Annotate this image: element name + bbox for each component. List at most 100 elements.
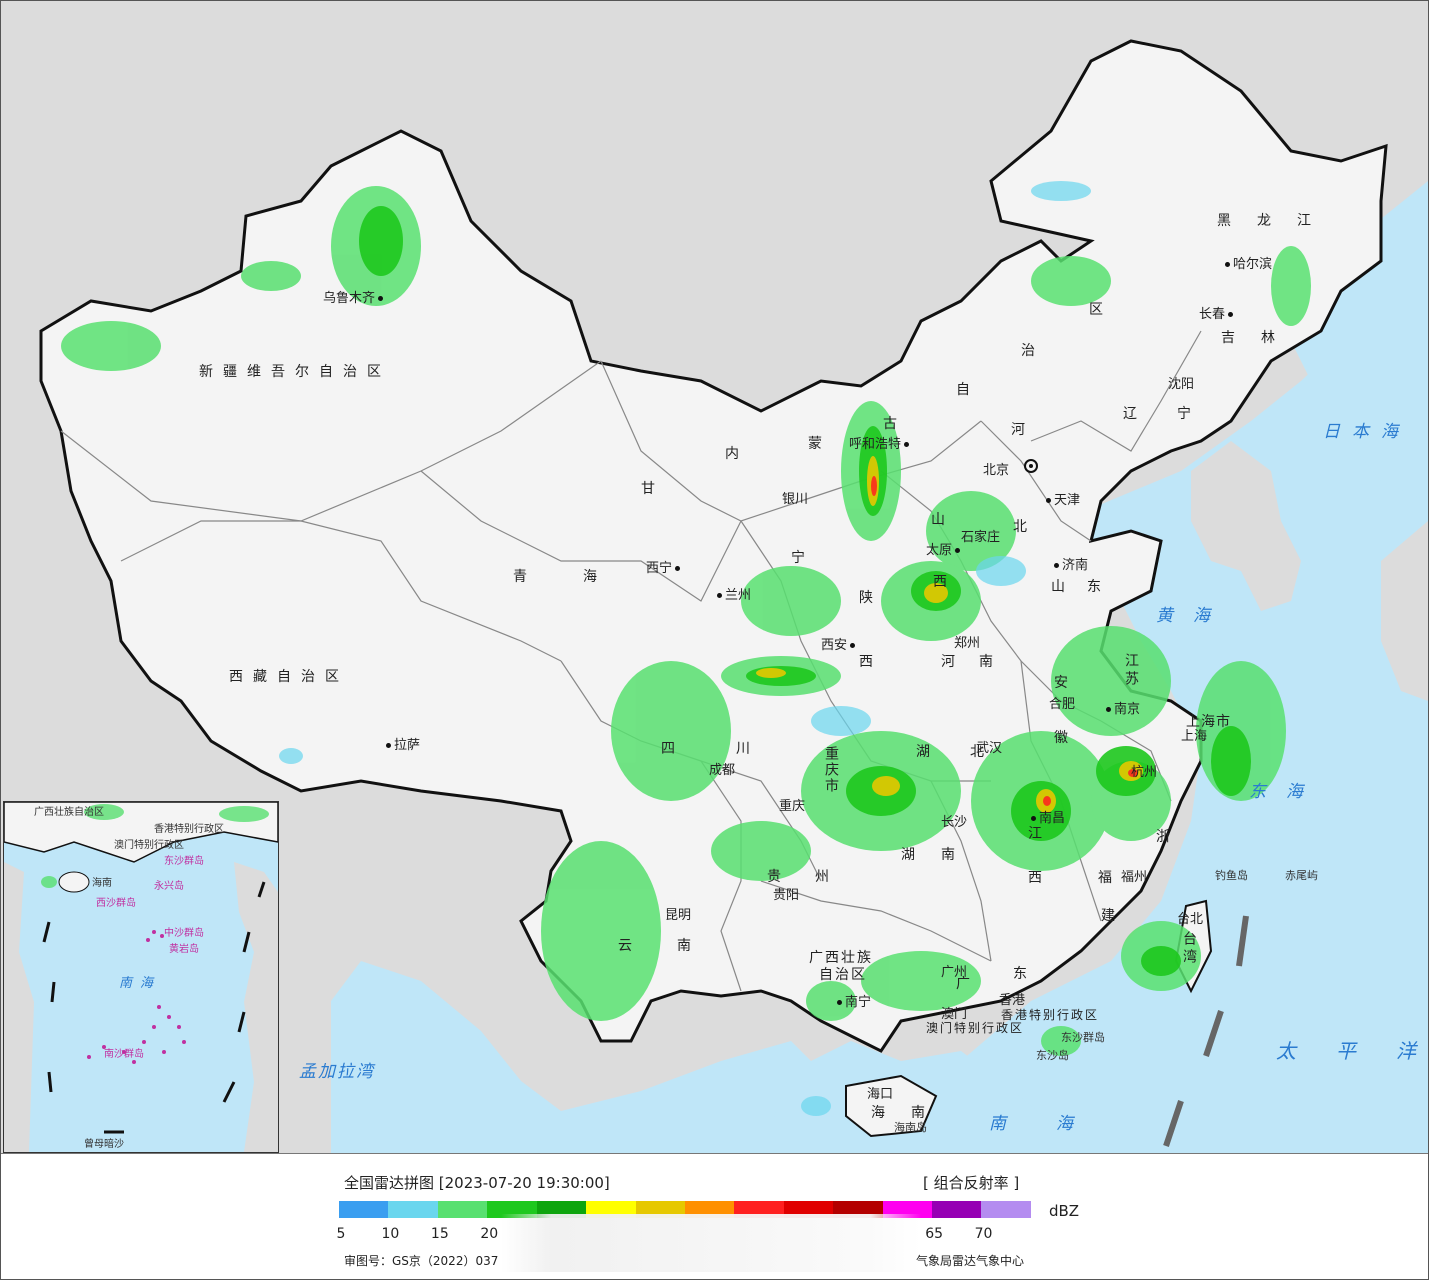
legend-product: [ 组合反射率 ] [923, 1174, 1020, 1192]
legend-swatch [635, 1201, 685, 1218]
city-nanjing: 南京 [1106, 698, 1140, 717]
label-jiangxi-2: 西 [1028, 870, 1052, 886]
label-sichuan-2: 川 [736, 741, 760, 757]
legend-colorbar [339, 1201, 1031, 1218]
island-dongsha-group: 东沙群岛 [1061, 1031, 1105, 1044]
sea-east: 东海 [1249, 782, 1323, 802]
inset-map [4, 802, 278, 1152]
label-jiangxi-1: 江 [1028, 826, 1052, 842]
label-shanxi-2: 西 [933, 574, 957, 590]
label-guangdong-2: 东 [1013, 966, 1037, 982]
label-ningxia: 宁 [791, 550, 815, 566]
legend-swatch [586, 1201, 636, 1218]
sea-bengal: 孟加拉湾 [299, 1062, 375, 1082]
island-diaoyu: 钓鱼岛 [1215, 869, 1248, 882]
island-dongsha: 东沙岛 [1036, 1049, 1069, 1062]
label-xizang: 西藏自治区 [229, 669, 349, 685]
inset-label-hainan: 海南 [92, 878, 112, 889]
label-neimeng-3: 古 [883, 416, 907, 432]
island-chiwei: 赤尾屿 [1285, 869, 1318, 882]
city-fuzhou: 福州 [1121, 870, 1148, 885]
city-xining: 西宁 [646, 557, 683, 576]
legend-swatch [882, 1201, 933, 1218]
city-hohhot: 呼和浩特 [849, 433, 912, 452]
legend-swatch [833, 1201, 883, 1218]
label-hunan-1: 湖 [901, 847, 925, 863]
label-guizhou: 贵州 [767, 869, 863, 885]
legend-swatch [981, 1201, 1031, 1218]
korea-land [1191, 441, 1301, 611]
east-sea-area [961, 261, 1428, 1153]
inset-label-yongxing: 永兴岛 [154, 881, 184, 892]
legend-title: 全国雷达拼图 [2023-07-20 19:30:00] [344, 1174, 610, 1192]
label-chongqing: 重庆市 [823, 746, 839, 794]
legend-tick-label: 20 [480, 1226, 499, 1242]
blurred-watermark [501, 1214, 921, 1272]
sea-south: 南海 [989, 1114, 1123, 1134]
legend-unit: dBZ [1049, 1202, 1080, 1220]
label-hebei-1: 河 [1011, 422, 1035, 438]
label-guangxi-1: 广西壮族 [809, 950, 873, 966]
city-taipei: 台北 [1177, 912, 1204, 927]
city-nanchang: 南昌 [1031, 807, 1065, 826]
label-henan: 河南 [941, 654, 1017, 670]
city-hefei: 合肥 [1049, 697, 1076, 712]
city-zhengzhou: 郑州 [954, 636, 981, 651]
sea-japan: 日本海 [1323, 422, 1410, 442]
city-guiyang: 贵阳 [773, 888, 800, 903]
label-hainan-2: 南 [911, 1105, 935, 1121]
label-jilin: 吉林 [1221, 330, 1301, 346]
legend-notice: 审图号：GS京（2022）037 [344, 1254, 499, 1268]
legend-swatch [339, 1201, 389, 1218]
label-fujian-1: 福 [1098, 870, 1122, 886]
city-xian: 西安 [821, 634, 858, 653]
label-yunnan-2: 南 [677, 938, 701, 954]
label-hk-sar: 香港特别行政区 [1001, 1008, 1100, 1022]
city-haikou: 海口 [867, 1087, 894, 1102]
inset-label-hk: 香港特别行政区 [154, 824, 224, 835]
city-yinchuan: 银川 [782, 492, 809, 507]
city-shanghai: 上海 [1181, 729, 1208, 744]
label-gansu: 甘 [641, 481, 665, 497]
label-qinghai: 青海 [513, 569, 653, 585]
sea-pacific: 太平洋 [1276, 1039, 1416, 1063]
inset-label-xisha: 西沙群岛 [96, 898, 136, 909]
label-anhui-1: 安 [1054, 675, 1078, 691]
bay-of-bengal-area [331, 961, 901, 1153]
label-zhejiang: 浙 [1156, 829, 1180, 845]
label-hainan-1: 海 [871, 1105, 895, 1121]
label-neimeng-6: 区 [1089, 302, 1113, 318]
city-chengdu: 成都 [709, 763, 736, 778]
inset-sea-label: 南海 [119, 976, 162, 991]
legend-swatch [388, 1201, 438, 1218]
legend-tick-label: 10 [381, 1226, 400, 1242]
label-shandong: 山东 [1051, 579, 1123, 595]
city-guangzhou: 广州 [941, 965, 968, 980]
city-urumqi: 乌鲁木齐 [323, 287, 386, 306]
radar-echoes [61, 181, 1311, 1116]
hainan-island [845, 1074, 938, 1138]
label-sichuan-1: 四 [661, 741, 685, 757]
label-neimeng-2: 蒙 [808, 436, 832, 452]
city-hangzhou: 杭州 [1131, 765, 1158, 780]
label-macao-sar: 澳门特别行政区 [926, 1021, 1025, 1035]
label-heilongjiang: 黑龙江 [1217, 213, 1337, 229]
legend-ticks: 5 10 15 20 65 70 [336, 1226, 1031, 1246]
legend-tick-label: 15 [430, 1226, 449, 1242]
legend-tick-label: 65 [925, 1226, 944, 1242]
city-shenyang: 沈阳 [1168, 377, 1195, 392]
legend-swatch [932, 1201, 982, 1218]
legend-tick-label: 5 [336, 1226, 346, 1242]
south-china-sea-inset: 广西壮族自治区 香港特别行政区 澳门特别行政区 海南 南海 西沙群岛 中沙群岛 … [3, 801, 279, 1153]
label-fujian-2: 建 [1101, 908, 1125, 924]
label-shanxi-1: 山 [931, 512, 955, 528]
label-shaanxi-1: 陕 [859, 590, 883, 606]
label-taiwan: 台湾 [1181, 931, 1197, 967]
legend-swatch [536, 1201, 587, 1218]
city-shijiazhuang: 石家庄 [961, 530, 1001, 545]
legend-swatch [783, 1201, 834, 1218]
legend-swatch [684, 1201, 735, 1218]
maritime-boundary [1163, 915, 1249, 1147]
legend-swatch [734, 1201, 784, 1218]
